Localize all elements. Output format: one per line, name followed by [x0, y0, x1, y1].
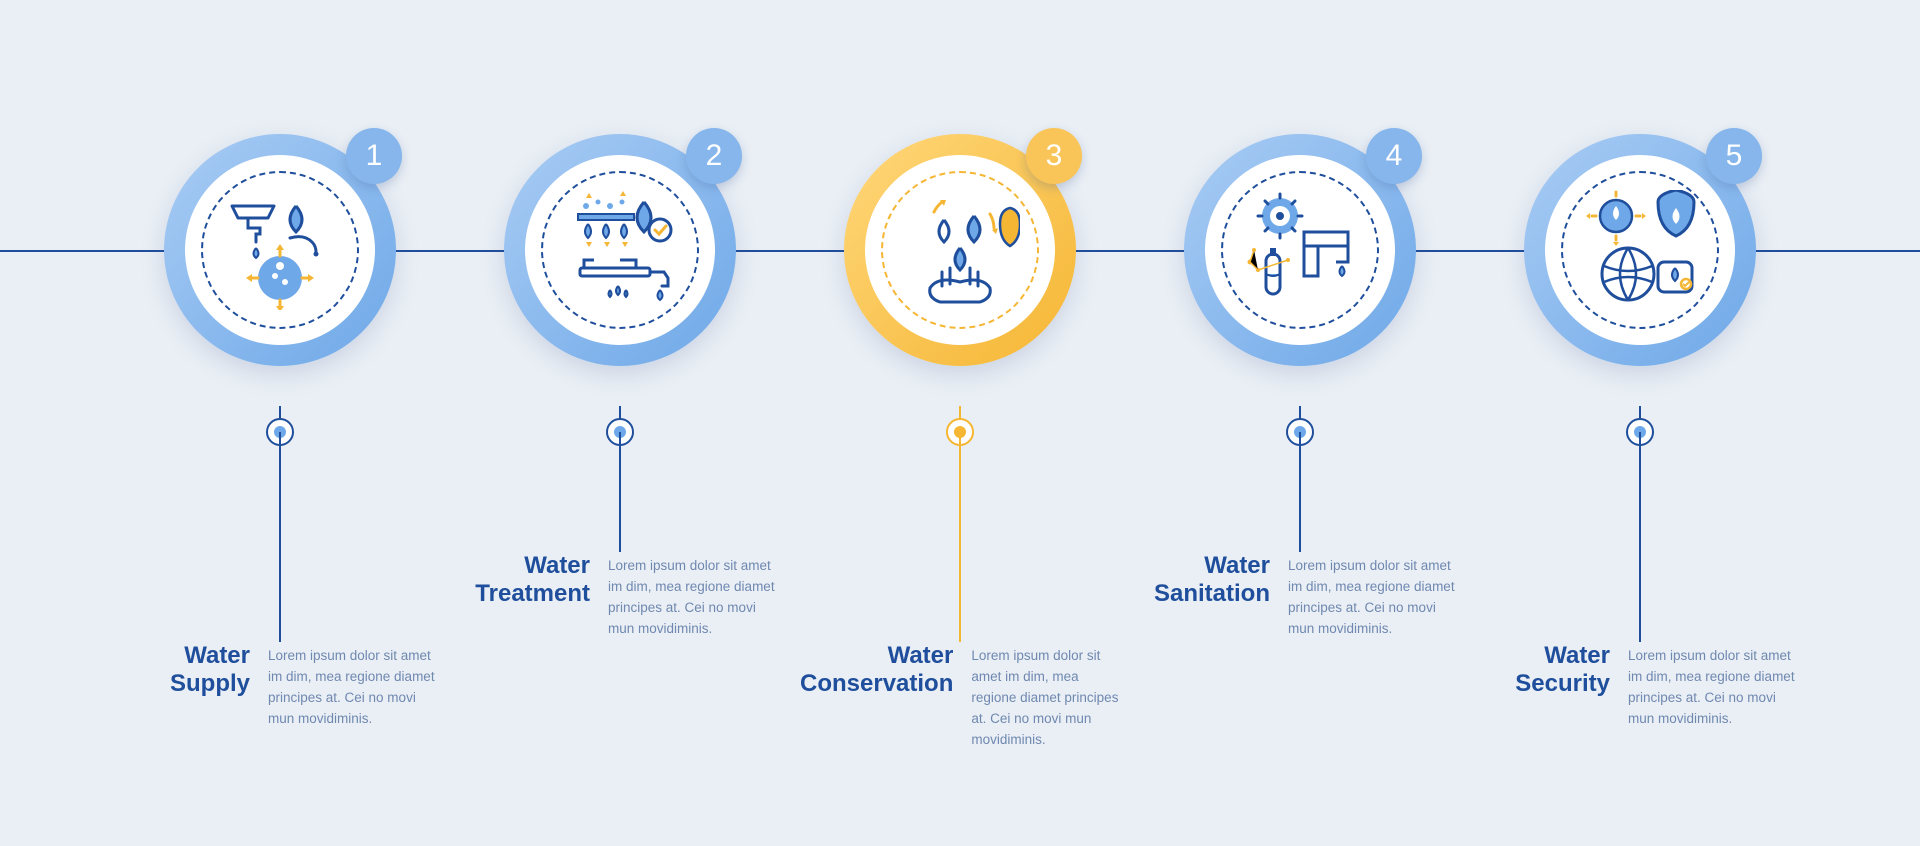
step-circle-4: 4	[1150, 134, 1450, 366]
text-block: Water Conservation Lorem ipsum dolor sit …	[800, 642, 1120, 751]
step-description: Lorem ipsum dolor sit amet im dim, mea r…	[608, 552, 780, 640]
ring: 5	[1524, 134, 1756, 366]
step-title: Water Supply	[120, 642, 250, 697]
step-circle-2: 2	[470, 134, 770, 366]
step-below-4: Water SanitationLorem ipsum dolor sit am…	[1150, 406, 1450, 751]
conservation-icon	[900, 190, 1020, 310]
ring: 3	[844, 134, 1076, 366]
step-title: Water Treatment	[460, 552, 590, 607]
step-title: Water Security	[1480, 642, 1610, 697]
ring-inner	[865, 155, 1055, 345]
connector-stem	[279, 432, 281, 642]
number-badge: 3	[1026, 128, 1082, 184]
step-below-3: Water ConservationLorem ipsum dolor sit …	[810, 406, 1110, 751]
connector-stem	[959, 432, 961, 642]
step-description: Lorem ipsum dolor sit amet im dim, mea r…	[1288, 552, 1460, 640]
step-title: Water Sanitation	[1140, 552, 1270, 607]
step-circle-5: 5	[1490, 134, 1790, 366]
ring: 2	[504, 134, 736, 366]
below-row: Water Supply Lorem ipsum dolor sit amet i…	[0, 406, 1920, 751]
treatment-icon	[560, 190, 680, 310]
connector-stem	[619, 432, 621, 552]
number-badge: 5	[1706, 128, 1762, 184]
ring: 1	[164, 134, 396, 366]
step-below-2: Water TreatmentLorem ipsum dolor sit ame…	[470, 406, 770, 751]
step-circle-3: 3	[810, 134, 1110, 366]
text-block: Water Treatment Lorem ipsum dolor sit ame…	[460, 552, 780, 640]
circle-row: 12345	[0, 134, 1920, 366]
number-badge: 1	[346, 128, 402, 184]
connector-stem	[1299, 432, 1301, 552]
ring-inner	[185, 155, 375, 345]
security-icon	[1580, 190, 1700, 310]
text-block: Water Security Lorem ipsum dolor sit amet…	[1480, 642, 1800, 730]
text-block: Water Sanitation Lorem ipsum dolor sit am…	[1140, 552, 1460, 640]
step-description: Lorem ipsum dolor sit amet im dim, mea r…	[268, 642, 440, 730]
supply-icon	[220, 190, 340, 310]
ring: 4	[1184, 134, 1416, 366]
step-below-5: Water SecurityLorem ipsum dolor sit amet…	[1490, 406, 1790, 751]
step-below-1: Water SupplyLorem ipsum dolor sit amet i…	[130, 406, 430, 751]
ring-inner	[1545, 155, 1735, 345]
step-description: Lorem ipsum dolor sit amet im dim, mea r…	[971, 642, 1120, 751]
step-circle-1: 1	[130, 134, 430, 366]
ring-inner	[1205, 155, 1395, 345]
step-description: Lorem ipsum dolor sit amet im dim, mea r…	[1628, 642, 1800, 730]
number-badge: 2	[686, 128, 742, 184]
text-block: Water Supply Lorem ipsum dolor sit amet i…	[120, 642, 440, 730]
ring-inner	[525, 155, 715, 345]
step-title: Water Conservation	[800, 642, 953, 697]
number-badge: 4	[1366, 128, 1422, 184]
connector-stem	[1639, 432, 1641, 642]
sanitation-icon	[1240, 190, 1360, 310]
